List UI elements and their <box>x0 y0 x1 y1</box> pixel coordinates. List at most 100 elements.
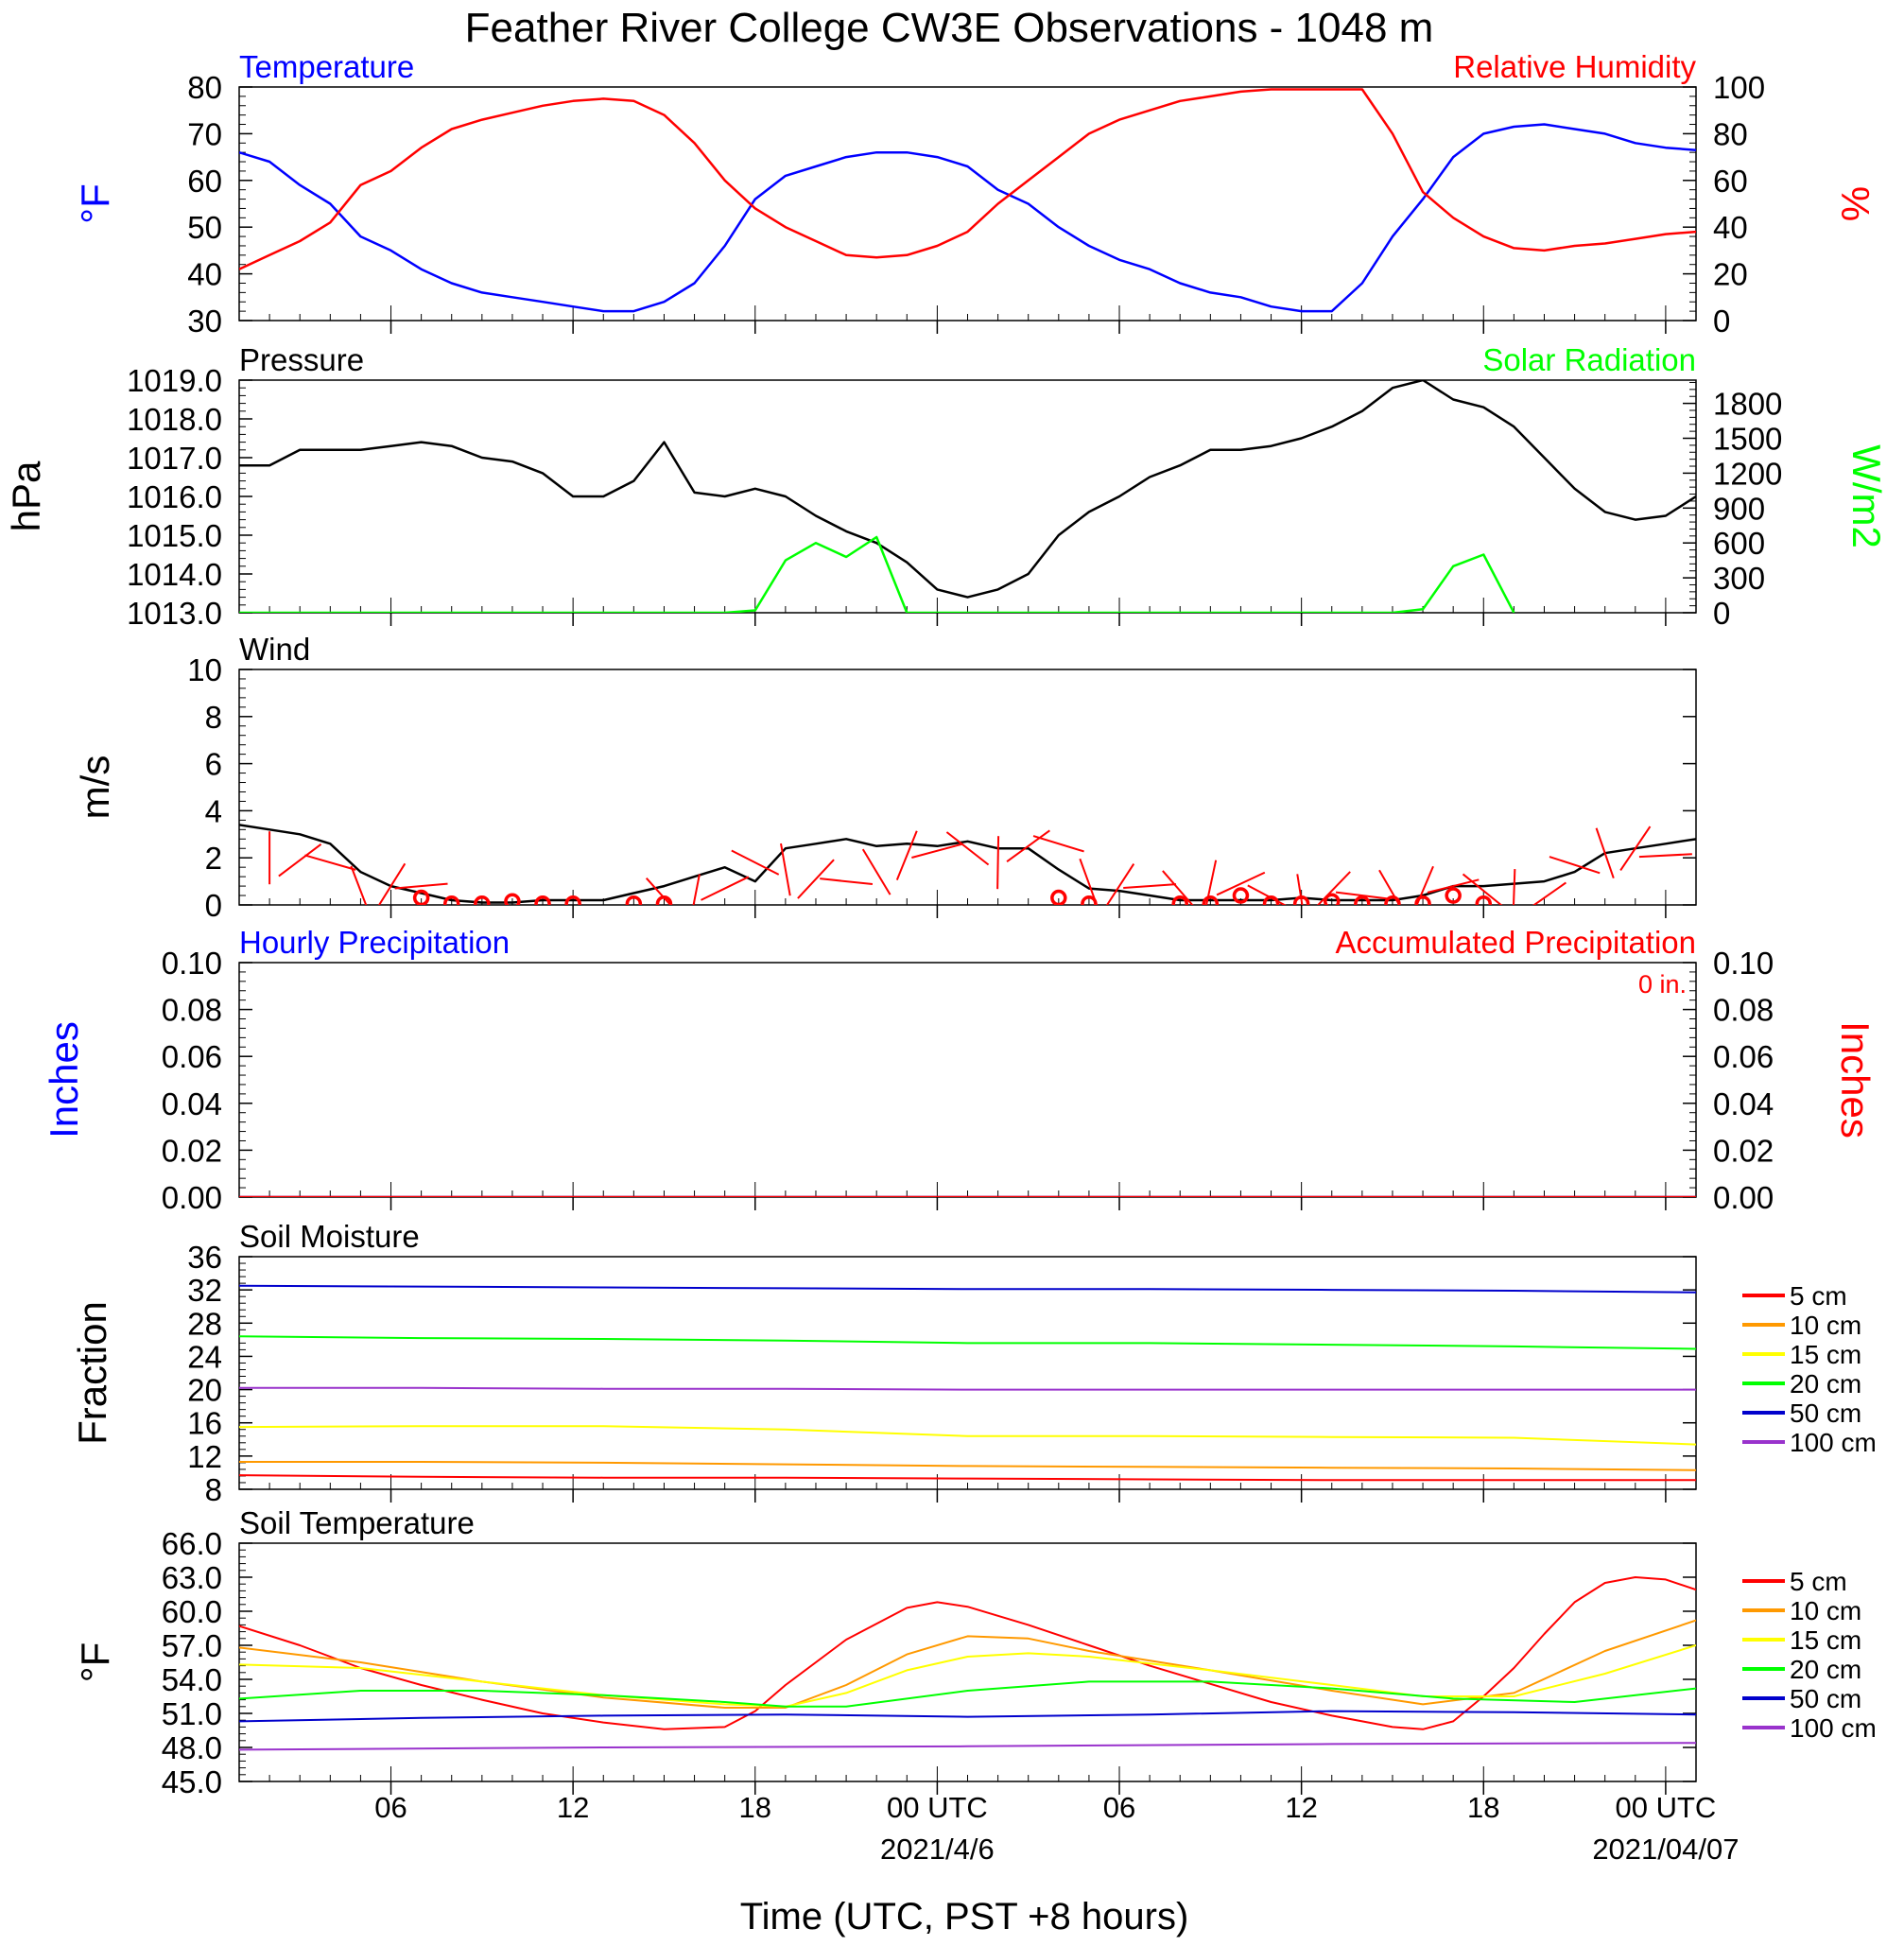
y-tick-label-left: 28 <box>187 1306 222 1341</box>
wind-barb <box>1427 878 1480 894</box>
wind-barb <box>1532 881 1566 905</box>
series-solar-radiation <box>239 535 1515 613</box>
x-tick-label: 06 <box>1103 1791 1135 1824</box>
wind-barb <box>797 859 835 899</box>
legend-label-100-cm: 100 cm <box>1790 1428 1877 1457</box>
x-tick-label: 00 UTC <box>1615 1791 1716 1824</box>
y-tick-label-right: 900 <box>1713 491 1765 526</box>
series-relative-humidity <box>239 88 1696 270</box>
wind-barb <box>1162 870 1194 905</box>
y-tick-label-left: 1019.0 <box>127 363 222 398</box>
wind-barb <box>377 862 407 905</box>
y-tick-label-right: 0.08 <box>1713 993 1774 1028</box>
y-tick-label-left: 12 <box>187 1439 222 1474</box>
panel-label-right: Solar Radiation <box>1482 342 1696 377</box>
panel-temperature-humidity: 30 40 50 60 70 80 0 20 40 60 80 100 Temperature Relat… <box>73 49 1878 339</box>
wind-barb <box>701 876 750 901</box>
calm-wind-marker <box>1445 887 1462 904</box>
legend-label-20-cm: 20 cm <box>1790 1369 1861 1399</box>
wind-barb <box>1006 829 1050 863</box>
y-tick-label-left: 8 <box>205 700 222 735</box>
y-axis-title-left: °F <box>73 1642 117 1682</box>
x-axis-label: Time (UTC, PST +8 hours) <box>740 1896 1189 1937</box>
legend-label-10-cm: 10 cm <box>1790 1596 1861 1625</box>
y-axis-title-left: hPa <box>4 460 48 531</box>
figure-title: Feather River College CW3E Observations … <box>465 5 1434 51</box>
y-tick-label-left: 36 <box>187 1240 222 1275</box>
y-tick-label-left: 24 <box>187 1339 222 1374</box>
y-tick-label-left: 8 <box>205 1472 222 1507</box>
y-tick-label-left: 4 <box>205 793 222 828</box>
panel-label-left: Temperature <box>239 49 414 84</box>
calm-wind-marker <box>1262 895 1280 905</box>
y-axis-title-right: W/m2 <box>1844 444 1889 548</box>
y-axis-title-right: % <box>1833 186 1878 221</box>
y-tick-label-left: 60.0 <box>162 1594 222 1629</box>
y-tick-label-right: 1500 <box>1713 422 1782 457</box>
x-tick-label: 00 UTC <box>887 1791 988 1824</box>
panel-label-left: Soil Moisture <box>239 1219 420 1254</box>
series-50-cm <box>239 1284 1696 1294</box>
wind-barb <box>1032 835 1084 853</box>
wind-barb <box>1123 883 1177 890</box>
legend-label-5-cm: 5 cm <box>1790 1567 1847 1596</box>
y-tick-label-right: 100 <box>1713 70 1765 105</box>
calm-wind-marker <box>504 893 521 905</box>
legend-label-5-cm: 5 cm <box>1790 1281 1847 1311</box>
wind-barb <box>1619 825 1652 872</box>
x-tick-label: 18 <box>1467 1791 1499 1824</box>
y-tick-label-right: 0 <box>1713 304 1730 339</box>
y-tick-label-left: 2 <box>205 841 222 876</box>
y-tick-label-left: 0 <box>205 888 222 923</box>
panel-label-left: Wind <box>239 632 310 667</box>
y-tick-label-right: 600 <box>1713 526 1765 561</box>
y-tick-label-left: 63.0 <box>162 1560 222 1595</box>
calm-wind-marker <box>1324 893 1341 905</box>
calm-wind-marker <box>1232 887 1250 904</box>
calm-wind-marker <box>1475 895 1493 905</box>
calm-wind-marker <box>1414 895 1431 905</box>
y-tick-label-right: 0 <box>1713 596 1730 631</box>
calm-wind-marker <box>534 895 551 905</box>
y-axis-title-left: m/s <box>73 756 117 820</box>
y-tick-label-right: 0.00 <box>1713 1180 1774 1215</box>
legend-label-20-cm: 20 cm <box>1790 1655 1861 1684</box>
series-5-cm <box>239 1474 1696 1482</box>
plot-area <box>239 1284 1696 1482</box>
wind-barb <box>1216 871 1266 896</box>
wind-barb <box>304 854 356 871</box>
series-20-cm <box>239 1680 1696 1708</box>
y-tick-label-left: 30 <box>187 304 222 339</box>
panel-label-right: Accumulated Precipitation <box>1335 925 1696 960</box>
series-100-cm <box>239 1386 1696 1391</box>
y-tick-label-left: 0.06 <box>162 1039 222 1074</box>
y-axis-title-left: Inches <box>42 1021 86 1138</box>
legend-label-10-cm: 10 cm <box>1790 1311 1861 1340</box>
calm-wind-marker <box>1050 889 1067 905</box>
wind-barb <box>1638 853 1692 859</box>
calm-wind-marker <box>412 889 430 905</box>
y-tick-label-left: 1018.0 <box>127 402 222 437</box>
wind-barb <box>1549 856 1601 875</box>
y-tick-label-left: 0.10 <box>162 946 222 981</box>
y-tick-label-left: 20 <box>187 1373 222 1408</box>
calm-wind-marker <box>1081 895 1098 905</box>
calm-wind-marker <box>564 895 581 905</box>
wind-barb <box>820 877 874 886</box>
wind-barb <box>780 843 791 896</box>
y-tick-label-right: 300 <box>1713 561 1765 596</box>
y-tick-label-left: 6 <box>205 747 222 782</box>
y-tick-label-left: 10 <box>187 652 222 687</box>
y-tick-label-left: 40 <box>187 257 222 292</box>
x-tick-label: 18 <box>739 1791 771 1824</box>
calm-wind-marker <box>1292 895 1310 905</box>
calm-wind-marker <box>474 895 491 905</box>
y-tick-label-right: 1800 <box>1713 387 1782 422</box>
y-tick-label-right: 20 <box>1713 257 1748 292</box>
panel-soil-temperature: 45.048.051.054.057.060.063.066.0 Soil Tem… <box>73 1505 1877 1799</box>
y-tick-label-left: 0.08 <box>162 993 222 1028</box>
accumulated-total: 0 in. <box>1638 970 1687 999</box>
y-tick-label-left: 66.0 <box>162 1526 222 1561</box>
y-tick-label-left: 1014.0 <box>127 557 222 592</box>
